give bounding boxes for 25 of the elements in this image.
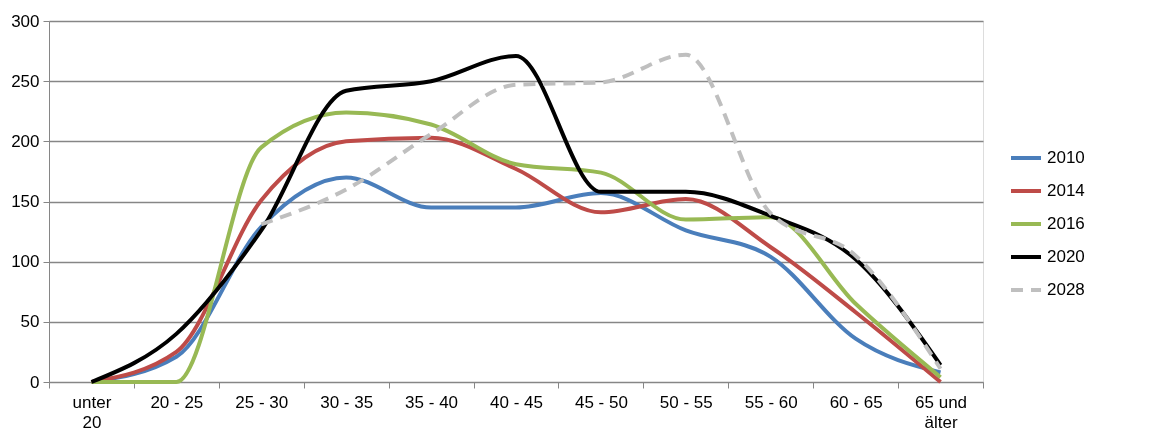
x-tick-label: 20 - 25 <box>150 392 204 412</box>
y-tick-label: 100 <box>11 252 40 272</box>
x-tick-label: 60 - 65 <box>829 392 883 412</box>
legend-label: 2014 <box>1047 181 1085 200</box>
x-tick-label: 35 - 40 <box>405 392 459 412</box>
x-tick-label: 50 - 55 <box>659 392 713 412</box>
y-tick-label: 300 <box>11 11 40 31</box>
legend-label: 2016 <box>1047 214 1085 233</box>
y-tick-label: 150 <box>11 192 40 211</box>
y-tick-label: 50 <box>20 312 40 332</box>
x-tick-label: 45 - 50 <box>574 392 628 412</box>
y-tick-label: 250 <box>11 71 40 91</box>
legend-label: 2020 <box>1047 247 1085 266</box>
y-tick-label: 200 <box>11 131 40 151</box>
legend-label: 2028 <box>1047 280 1085 299</box>
line-series <box>89 53 943 384</box>
x-tick-label: unter 20 <box>72 392 112 432</box>
x-tick-label: 40 - 45 <box>490 392 543 412</box>
x-tick-label: 25 - 30 <box>235 392 289 412</box>
x-tick-label: 55 - 60 <box>744 392 798 412</box>
y-tick-label: 0 <box>30 372 40 392</box>
x-tick-label: 65 und älter <box>915 392 968 432</box>
line-series <box>259 52 943 371</box>
legend-label: 2010 <box>1047 148 1085 167</box>
x-tick-label: 30 - 35 <box>320 392 374 412</box>
